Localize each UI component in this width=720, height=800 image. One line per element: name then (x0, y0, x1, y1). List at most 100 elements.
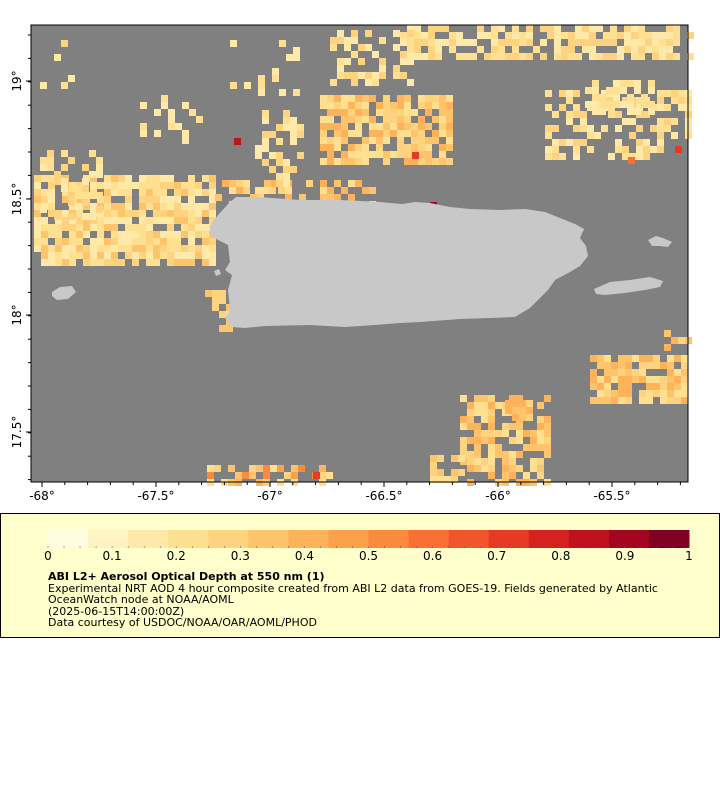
aod-pixel (41, 259, 48, 266)
aod-pixel (653, 383, 660, 390)
aod-pixel (297, 131, 304, 138)
aod-pixel (383, 158, 390, 165)
aod-pixel (587, 146, 594, 153)
aod-pixel (341, 187, 348, 194)
aod-pixel (153, 175, 160, 182)
aod-pixel (435, 39, 442, 46)
aod-pixel (362, 95, 369, 102)
aod-pixel (41, 245, 48, 252)
aod-pixel (404, 116, 411, 123)
aod-pixel (146, 238, 153, 245)
aod-pixel (671, 118, 678, 125)
aod-pixel (597, 355, 604, 362)
aod-pixel (153, 231, 160, 238)
aod-pixel (355, 116, 362, 123)
aod-pixel (407, 46, 414, 53)
aod-pixel (139, 189, 146, 196)
aod-pixel (68, 199, 75, 206)
aod-pixel (111, 210, 118, 217)
colorbar-swatch (88, 530, 129, 548)
aod-pixel (604, 390, 611, 397)
aod-pixel (428, 53, 435, 60)
aod-pixel (639, 390, 646, 397)
aod-pixel (104, 238, 111, 245)
aod-pixel (290, 138, 297, 145)
aod-pixel (653, 390, 660, 397)
aod-pixel (222, 180, 229, 187)
aod-pixel (351, 30, 358, 37)
aod-pixel (76, 231, 83, 238)
aod-pixel (428, 25, 435, 32)
aod-pixel (202, 231, 209, 238)
aod-pixel (383, 151, 390, 158)
aod-pixel (407, 30, 414, 37)
aod-pixel (540, 25, 547, 32)
aod-pixel (418, 158, 425, 165)
aod-pixel (446, 130, 453, 137)
aod-pixel (512, 53, 519, 60)
aod-pixel (285, 187, 292, 194)
aod-pixel (671, 90, 678, 97)
aod-pixel (505, 32, 512, 39)
aod-pixel (509, 458, 516, 465)
aod-pixel (111, 175, 118, 182)
aod-pixel (383, 116, 390, 123)
aod-pixel (659, 32, 666, 39)
aod-pixel (463, 39, 470, 46)
aod-pixel (160, 238, 167, 245)
aod-pixel (369, 137, 376, 144)
legend-description: Experimental NRT AOD 4 hour composite cr… (48, 581, 658, 606)
aod-pixel (603, 53, 610, 60)
aod-pixel (439, 95, 446, 102)
aod-pixel (421, 32, 428, 39)
aod-pixel (34, 224, 41, 231)
aod-pixel (439, 130, 446, 137)
x-tick-label: -68° (29, 489, 55, 503)
aod-pixel (228, 465, 235, 472)
aod-pixel (435, 53, 442, 60)
aod-pixel (344, 58, 351, 65)
aod-pixel (104, 245, 111, 252)
aod-pixel (348, 144, 355, 151)
colorbar-tick-label: 0.4 (295, 549, 314, 563)
aod-pixel (587, 125, 594, 132)
aod-pixel (559, 104, 566, 111)
aod-pixel (48, 210, 55, 217)
aod-pixel (383, 95, 390, 102)
colorbar-tick-label: 0.7 (487, 549, 506, 563)
aod-pixel (362, 137, 369, 144)
aod-pixel (502, 458, 509, 465)
aod-pixel (83, 245, 90, 252)
aod-pixel (362, 109, 369, 116)
aod-pixel (488, 465, 495, 472)
aod-pixel (369, 130, 376, 137)
aod-pixel (625, 376, 632, 383)
aod-pixel (283, 180, 290, 187)
aod-pixel (439, 144, 446, 151)
aod-pixel (82, 185, 89, 192)
aod-pixel (202, 210, 209, 217)
aod-pixel (111, 224, 118, 231)
aod-pixel (174, 189, 181, 196)
aod-pixel (68, 75, 75, 82)
aod-pixel (348, 102, 355, 109)
aod-pixel (418, 144, 425, 151)
aod-pixel (474, 409, 481, 416)
aod-pixel (344, 44, 351, 51)
aod-pixel (481, 409, 488, 416)
aod-pixel (610, 53, 617, 60)
aod-pixel (404, 109, 411, 116)
aod-pixel (580, 139, 587, 146)
aod-pixel (590, 397, 597, 404)
aod-pixel (90, 224, 97, 231)
aod-pixel (61, 164, 68, 171)
aod-pixel (585, 101, 592, 108)
aod-pixel (552, 125, 559, 132)
aod-pixel (418, 137, 425, 144)
aod-pixel (451, 469, 458, 476)
aod-pixel (681, 383, 688, 390)
aod-pixel (355, 102, 362, 109)
aod-pixel (544, 451, 551, 458)
aod-pixel (327, 123, 334, 130)
aod-pixel (561, 53, 568, 60)
